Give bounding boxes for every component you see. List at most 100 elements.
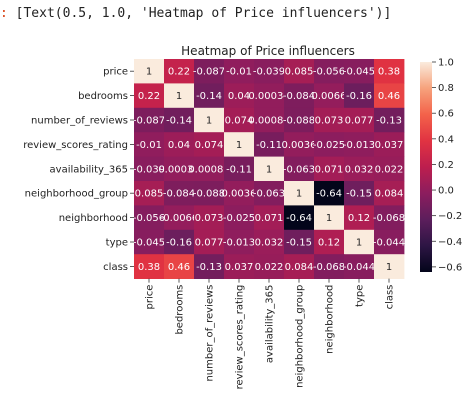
cell-value-label: 0.077 <box>195 238 224 249</box>
heatmap-cell <box>314 132 345 157</box>
cell-value-label: 0.074 <box>225 116 254 127</box>
heatmap-cell <box>344 229 375 255</box>
heatmap-cell <box>284 107 315 133</box>
heatmap-cell <box>224 181 255 206</box>
heatmap-cell <box>314 83 345 109</box>
colorbar-tick-label: 0.8 <box>438 83 454 94</box>
heatmap-cell <box>374 107 405 133</box>
heatmap-cell <box>164 229 195 255</box>
row-label: review_scores_rating <box>23 140 128 151</box>
heatmap-cell <box>254 83 285 109</box>
cell-value-label: -0.087 <box>193 67 225 78</box>
heatmap-cell <box>164 107 195 133</box>
colorbar-tick-label: 1.0 <box>438 58 454 69</box>
colorbar-tick-label: 0.2 <box>438 160 454 171</box>
cell-value-label: 0.22 <box>168 67 190 78</box>
heatmap-cell <box>254 229 285 255</box>
heatmap-cell <box>134 205 165 231</box>
cell-value-label: 1 <box>236 140 242 151</box>
cell-value-label: 0.22 <box>138 91 160 102</box>
cell-value-label: 1 <box>206 116 212 127</box>
heatmap-cell <box>374 205 405 231</box>
cell-value-label: -0.088 <box>283 116 315 127</box>
heatmap-cell <box>374 132 405 157</box>
cell-value-label: 0.04 <box>228 91 250 102</box>
cell-value-label: -0.13 <box>196 262 222 273</box>
row-labels: price bedrooms number_of_reviews review_sco… <box>23 67 134 273</box>
cell-value-label: -0.025 <box>313 140 345 151</box>
cell-value-label: 0.073 <box>315 116 344 127</box>
heatmap-cell <box>344 132 375 157</box>
heatmap-cell <box>374 83 405 109</box>
column-label: type <box>355 285 366 307</box>
cell-value-label: 1 <box>356 238 362 249</box>
heatmap-cell <box>254 59 285 84</box>
cell-value-label: -0.11 <box>256 140 282 151</box>
cell-value-label: -0.025 <box>223 213 255 224</box>
heatmap-cell <box>344 83 375 109</box>
heatmap-cell <box>134 181 165 206</box>
heatmap-cell <box>134 156 165 182</box>
cell-value-label: 0.084 <box>375 189 404 200</box>
cell-value-label: -0.045 <box>133 238 165 249</box>
cell-value-label: -0.039 <box>133 164 165 175</box>
heatmap-cell <box>314 254 345 279</box>
heatmap-cell <box>134 83 165 109</box>
output-text-line: : [Text(0.5, 1.0, 'Heatmap of Price infl… <box>0 6 391 26</box>
column-label: neighborhood <box>325 285 336 354</box>
row-label: type <box>106 238 128 249</box>
cell-value-label: -0.15 <box>286 238 312 249</box>
cell-value-label: -0.01 <box>226 67 252 78</box>
cell-value-label: 0.071 <box>315 164 344 175</box>
cell-value-label: -0.063 <box>283 164 315 175</box>
cell-value-label: 1 <box>146 67 152 78</box>
heatmap-cell <box>284 83 315 109</box>
heatmap-cells: 1 0.22 -0.087 -0.01 -0.039 0.085 -0.056-0.045 0… <box>133 59 405 279</box>
colorbar-tick-label: −0.6 <box>438 262 462 273</box>
cell-value-label: 0.037 <box>375 140 404 151</box>
heatmap-cell <box>164 156 195 182</box>
heatmap-cell <box>374 181 405 206</box>
heatmap-cell <box>314 59 345 84</box>
heatmap-cell <box>134 59 165 84</box>
cell-value-label: -0.056 <box>133 213 165 224</box>
cell-value-label: -0.068 <box>313 262 345 273</box>
colorbar-tick-label: 0.6 <box>438 109 454 120</box>
column-label: review_scores_rating <box>235 285 246 390</box>
heatmap-cell <box>194 107 225 133</box>
heatmap-cell <box>134 132 165 157</box>
row-label: bedrooms <box>78 91 128 102</box>
heatmap-cell <box>254 156 285 182</box>
heatmap-cell <box>374 59 405 84</box>
column-label: availability_365 <box>265 285 276 363</box>
heatmap-cell <box>314 205 345 231</box>
cell-value-label: -0.01 <box>136 140 162 151</box>
cell-value-label: -0.044 <box>343 262 375 273</box>
heatmap-cell <box>224 107 255 133</box>
cell-value-label: 0.0036 <box>282 140 317 151</box>
heatmap-cell <box>314 181 345 206</box>
heatmap-cell <box>374 229 405 255</box>
heatmap-cell <box>284 156 315 182</box>
cell-value-label: 0.12 <box>318 238 340 249</box>
cell-value-label: -0.045 <box>343 67 375 78</box>
cell-value-label: -0.64 <box>316 189 342 200</box>
heatmap-cell <box>344 205 375 231</box>
cell-value-label: -0.013 <box>223 238 255 249</box>
heatmap-cell <box>254 254 285 279</box>
cell-value-label: 0.46 <box>378 91 400 102</box>
cell-value-label: -0.013 <box>343 140 375 151</box>
heatmap-cell <box>194 156 225 182</box>
heatmap-cell <box>164 205 195 231</box>
heatmap-cell <box>224 205 255 231</box>
cell-value-label: 0.032 <box>255 238 284 249</box>
heatmap-cell <box>224 132 255 157</box>
cell-value-label: -0.11 <box>226 164 252 175</box>
cell-value-label: -0.14 <box>166 116 192 127</box>
colorbar-tick-label: −0.4 <box>438 237 462 248</box>
cell-value-label: -0.16 <box>166 238 192 249</box>
column-label: price <box>145 285 156 310</box>
heatmap-cell <box>134 254 165 279</box>
cell-value-label: 0.022 <box>375 164 404 175</box>
